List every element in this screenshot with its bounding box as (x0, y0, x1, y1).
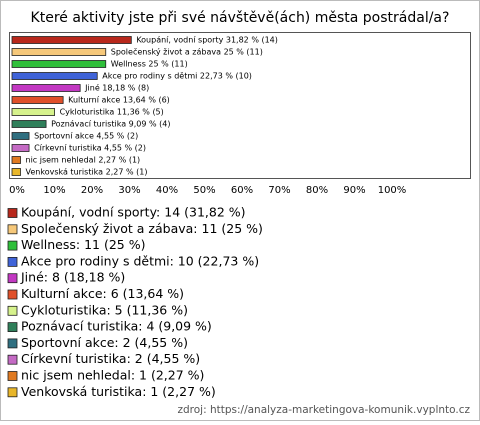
x-tick-label: 100% (378, 185, 407, 196)
plot-frame (9, 32, 471, 179)
legend-swatch (7, 387, 18, 398)
x-tick-label: 80% (306, 185, 328, 196)
source: zdroj: https://analyza-marketingova-komu… (177, 404, 470, 416)
bar (11, 48, 107, 56)
bar-label: Církevní turistika 4,55 % (2) (34, 144, 146, 153)
bar (11, 84, 81, 92)
x-tick-label: 30% (118, 185, 140, 196)
bar-label: Sportovní akce 4,55 % (2) (34, 132, 138, 141)
x-tick-label: 20% (81, 185, 103, 196)
bar-label: Akce pro rodiny s dětmi 22,73 % (10) (102, 72, 252, 81)
legend-swatch (7, 289, 18, 300)
legend-swatch (7, 322, 18, 333)
bar (11, 60, 107, 68)
legend-label: Akce pro rodiny s dětmi: 10 (22,73 %) (21, 253, 259, 268)
x-tick-label: 0% (9, 185, 25, 196)
legend-label: nic jsem nehledal: 1 (2,27 %) (21, 368, 204, 383)
bar (11, 156, 21, 164)
legend-swatch (7, 240, 18, 251)
bar (11, 132, 30, 140)
bar (11, 96, 64, 104)
legend-swatch (7, 273, 18, 284)
bar-label: nic jsem nehledal 2,27 % (1) (26, 156, 141, 165)
legend-swatch (7, 224, 18, 235)
legend-label: Venkovská turistika: 1 (2,27 %) (21, 384, 216, 399)
bar-label: Cykloturistika 11,36 % (5) (60, 108, 164, 117)
x-tick-label: 10% (43, 185, 65, 196)
legend-swatch (7, 338, 18, 349)
legend-swatch (7, 354, 18, 365)
bar (11, 36, 132, 44)
bar (11, 168, 21, 176)
bar-label: Společenský život a zábava 25 % (11) (111, 47, 263, 57)
bar (11, 144, 30, 152)
legend-label: Sportovní akce: 2 (4,55 %) (21, 335, 188, 350)
legend-label: Koupání, vodní sporty: 14 (31,82 %) (21, 205, 246, 220)
bar-label: Kulturní akce 13,64 % (6) (68, 96, 170, 105)
legend-swatch (7, 305, 18, 316)
legend-swatch (7, 256, 18, 267)
bar (11, 72, 98, 80)
chart-title: Které aktivity jste při své návštěvě(ách… (31, 10, 450, 26)
bar-label: Jiné 18,18 % (8) (84, 83, 149, 93)
bar-label: Koupání, vodní sporty 31,82 % (14) (136, 36, 278, 45)
x-tick-label: 40% (156, 185, 178, 196)
legend-swatch (7, 371, 18, 381)
x-tick-label: 70% (268, 185, 290, 196)
bar (11, 108, 55, 116)
bar-label: Venkovská turistika 2,27 % (1) (26, 168, 148, 177)
legend-label: Jiné: 8 (18,18 %) (20, 270, 125, 285)
legend-label: Společenský život a zábava: 11 (25 %) (21, 221, 263, 236)
legend-label: Kulturní akce: 6 (13,64 %) (21, 286, 184, 301)
legend-label: Poznávací turistika: 4 (9,09 %) (21, 319, 212, 334)
bar (11, 120, 47, 128)
bar-label: Wellness 25 % (11) (111, 60, 188, 69)
legend-label: Cykloturistika: 5 (11,36 %) (21, 302, 188, 317)
x-tick-label: 90% (343, 185, 365, 196)
x-tick-label: 50% (193, 185, 215, 196)
legend-label: Církevní turistika: 2 (4,55 %) (21, 351, 200, 366)
legend-swatch (7, 208, 18, 218)
legend-label: Wellness: 11 (25 %) (21, 237, 145, 252)
x-tick-label: 60% (231, 185, 253, 196)
bar-label: Poznávací turistika 9,09 % (4) (51, 120, 170, 129)
